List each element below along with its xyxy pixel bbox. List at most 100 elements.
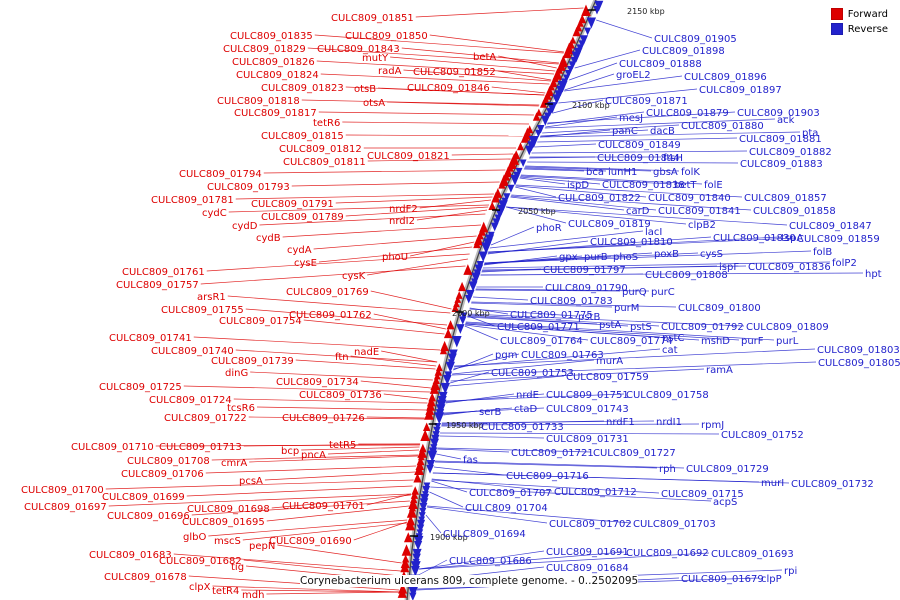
gene-label[interactable]: cydA bbox=[287, 245, 312, 256]
gene-label[interactable]: CULC809_01858 bbox=[753, 206, 836, 217]
gene-label[interactable]: acpS bbox=[713, 497, 737, 508]
gene-label[interactable]: clpX bbox=[189, 582, 211, 593]
gene-label[interactable]: CULC809_01879 bbox=[646, 108, 729, 119]
gene-label[interactable]: tetR5 bbox=[329, 440, 356, 451]
gene-label[interactable]: CULC809_01686 bbox=[449, 556, 532, 567]
gene-label[interactable]: purL bbox=[776, 336, 799, 347]
gene-label[interactable]: CULC809_01683 bbox=[89, 550, 172, 561]
gene-label[interactable]: CULC809_01817 bbox=[234, 108, 317, 119]
gene-label[interactable]: tcsR6 bbox=[227, 403, 255, 414]
gene-label[interactable]: clpP bbox=[761, 574, 782, 585]
gene-label[interactable]: mesJ bbox=[619, 113, 643, 124]
gene-label[interactable]: CULC809_01822 bbox=[558, 193, 641, 204]
gene-label[interactable]: murI bbox=[761, 478, 784, 489]
gene-label[interactable]: CULC809_01790 bbox=[545, 283, 628, 294]
gene-label[interactable]: CULC809_01736 bbox=[299, 390, 382, 401]
gene-label[interactable]: pgm bbox=[495, 350, 517, 361]
gene-label[interactable]: pstA bbox=[599, 320, 621, 331]
gene-label[interactable]: CULC809_01713 bbox=[159, 442, 242, 453]
gene-label[interactable]: CULC809_01903 bbox=[737, 108, 820, 119]
gene-label[interactable]: CULC809_01843 bbox=[317, 44, 400, 55]
gene-label[interactable]: CULC809_01841 bbox=[658, 206, 741, 217]
gene-label[interactable]: glbO bbox=[183, 532, 206, 543]
gene-label[interactable]: CULC809_01791 bbox=[251, 199, 334, 210]
gene-label[interactable]: pstB bbox=[578, 312, 600, 323]
gene-label[interactable]: CULC809_01871 bbox=[605, 96, 688, 107]
gene-label[interactable]: CULC809_01781 bbox=[151, 195, 234, 206]
gene-label[interactable]: CULC809_01815 bbox=[261, 131, 344, 142]
gene-label[interactable]: groEL2 bbox=[616, 70, 651, 81]
gene-label[interactable]: rpmJ bbox=[701, 420, 724, 431]
gene-label[interactable]: betT bbox=[674, 180, 697, 191]
gene-label[interactable]: otsA bbox=[363, 98, 385, 109]
gene-label[interactable]: CULC809_01824 bbox=[236, 70, 319, 81]
gene-label[interactable]: cysE bbox=[294, 258, 317, 269]
gene-label[interactable]: CULC809_01716 bbox=[506, 471, 589, 482]
gene-label[interactable]: CULC809_01771 bbox=[497, 322, 580, 333]
gene-label[interactable]: CULC809_01857 bbox=[744, 193, 827, 204]
gene-label[interactable]: ack bbox=[777, 115, 795, 126]
gene-label[interactable]: nrdE bbox=[516, 390, 539, 401]
gene-label[interactable]: CULC809_01852 bbox=[413, 67, 496, 78]
gene-label[interactable]: CULC809_01859 bbox=[797, 234, 880, 245]
gene-label[interactable]: tig bbox=[231, 562, 244, 573]
gene-label[interactable]: folE bbox=[704, 180, 723, 191]
gene-label[interactable]: CULC809_01774 bbox=[590, 336, 673, 347]
gene-label[interactable]: CULC809_01840 bbox=[648, 193, 731, 204]
gene-label[interactable]: CULC809_01762 bbox=[289, 310, 372, 321]
gene-label[interactable]: CULC809_01810 bbox=[590, 237, 673, 248]
gene-label[interactable]: nrdF1 bbox=[606, 417, 635, 428]
gene-label[interactable]: CULC809_01693 bbox=[711, 549, 794, 560]
gene-label[interactable]: CULC809_01897 bbox=[699, 85, 782, 96]
gene-label[interactable]: mutY bbox=[362, 53, 389, 64]
gene-label[interactable]: pcsA bbox=[239, 476, 263, 487]
gene-label[interactable]: CULC809_01792 bbox=[661, 322, 744, 333]
gene-label[interactable]: CULC809_01882 bbox=[749, 147, 832, 158]
gene-label[interactable]: CULC809_01732 bbox=[791, 479, 874, 490]
gene-label[interactable]: ftsH bbox=[663, 153, 683, 164]
gene-label[interactable]: CULC809_01755 bbox=[161, 305, 244, 316]
gene-label[interactable]: CULC809_01808 bbox=[645, 270, 728, 281]
gene-label[interactable]: panC bbox=[612, 126, 638, 137]
gene-label[interactable]: betA bbox=[473, 52, 496, 63]
gene-label[interactable]: CULC809_01838 bbox=[602, 180, 685, 191]
gene-label[interactable]: CULC809_01794 bbox=[179, 169, 262, 180]
gene-label[interactable]: dinG bbox=[225, 368, 248, 379]
gene-label[interactable]: CULC809_01751 bbox=[546, 390, 629, 401]
gene-label[interactable]: folP2 bbox=[832, 258, 857, 269]
gene-label[interactable]: CULC809_01888 bbox=[619, 59, 702, 70]
gene-label[interactable]: cydC bbox=[202, 208, 227, 219]
gene-label[interactable]: CULC809_01849 bbox=[598, 140, 681, 151]
gene-label[interactable]: CULC809_01679 bbox=[681, 574, 764, 585]
gene-label[interactable]: cysS bbox=[700, 249, 723, 260]
gene-label[interactable]: CULC809_01818 bbox=[217, 96, 300, 107]
gene-label[interactable]: pepN bbox=[249, 541, 275, 552]
gene-label[interactable]: iunH1 bbox=[608, 167, 637, 178]
gene-label[interactable]: CULC809_01715 bbox=[661, 489, 744, 500]
gene-label[interactable]: CULC809_01775 bbox=[510, 310, 593, 321]
gene-label[interactable]: tetR4 bbox=[212, 586, 239, 597]
gene-label[interactable]: cysK bbox=[342, 271, 366, 282]
gene-label[interactable]: CULC809_01754 bbox=[219, 316, 302, 327]
gene-label[interactable]: CULC809_01707 bbox=[469, 488, 552, 499]
gene-label[interactable]: otsB bbox=[354, 84, 376, 95]
gene-label[interactable]: CULC809_01712 bbox=[554, 487, 637, 498]
gene-label[interactable]: bca bbox=[586, 167, 604, 178]
gene-label[interactable]: hpt bbox=[865, 269, 882, 280]
gene-label[interactable]: CULC809_01851 bbox=[331, 13, 414, 24]
gene-label[interactable]: cydD bbox=[232, 221, 258, 232]
gene-label[interactable]: CULC809_01789 bbox=[261, 212, 344, 223]
gene-label[interactable]: CULC809_01826 bbox=[232, 57, 315, 68]
gene-label[interactable]: CULC809_01727 bbox=[593, 448, 676, 459]
gene-label[interactable]: CULC809_01691 bbox=[546, 547, 629, 558]
gene-label[interactable]: radA bbox=[378, 66, 402, 77]
gene-label[interactable]: CULC809_01704 bbox=[465, 503, 548, 514]
gene-label[interactable]: nadE bbox=[354, 347, 379, 358]
gene-label[interactable]: cmrA bbox=[221, 458, 247, 469]
gene-label[interactable]: CULC809_01734 bbox=[276, 377, 359, 388]
gene-label[interactable]: rph bbox=[659, 464, 676, 475]
gene-label[interactable]: CULC809_01725 bbox=[99, 382, 182, 393]
gene-label[interactable]: purQ bbox=[622, 287, 647, 298]
gene-label[interactable]: CULC809_01721 bbox=[511, 448, 594, 459]
gene-label[interactable]: CULC809_01708 bbox=[127, 456, 210, 467]
